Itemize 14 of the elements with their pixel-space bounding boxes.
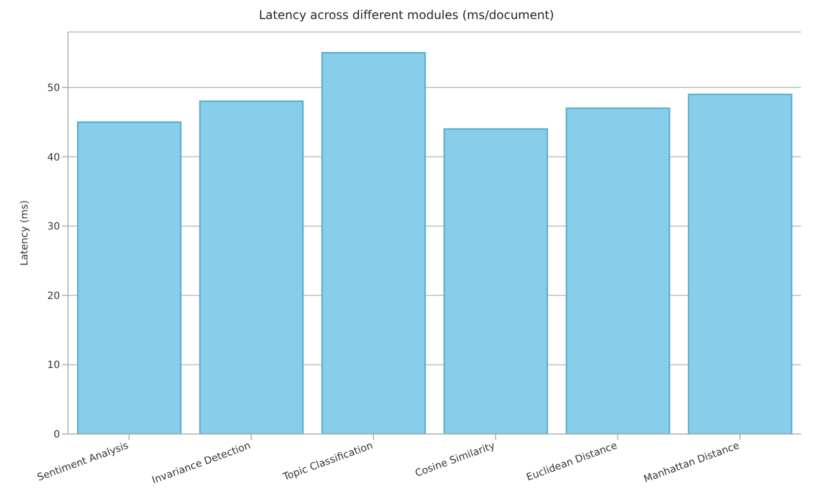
bar — [566, 107, 670, 434]
bar — [199, 100, 304, 434]
bar — [321, 52, 426, 434]
y-tick-label: 10 — [47, 360, 60, 372]
chart-title: Latency across different modules (ms/document) — [258, 8, 556, 24]
y-tick-label: 30 — [47, 222, 60, 233]
bar — [77, 121, 182, 434]
y-tick-label: 40 — [47, 152, 60, 164]
y-axis-title: Latency (ms) — [20, 200, 31, 266]
y-tick-label: 0 — [54, 430, 60, 441]
y-tick-label: 50 — [47, 83, 60, 94]
y-tick-label: 20 — [47, 290, 60, 302]
bar — [688, 94, 792, 434]
bar — [444, 128, 548, 434]
